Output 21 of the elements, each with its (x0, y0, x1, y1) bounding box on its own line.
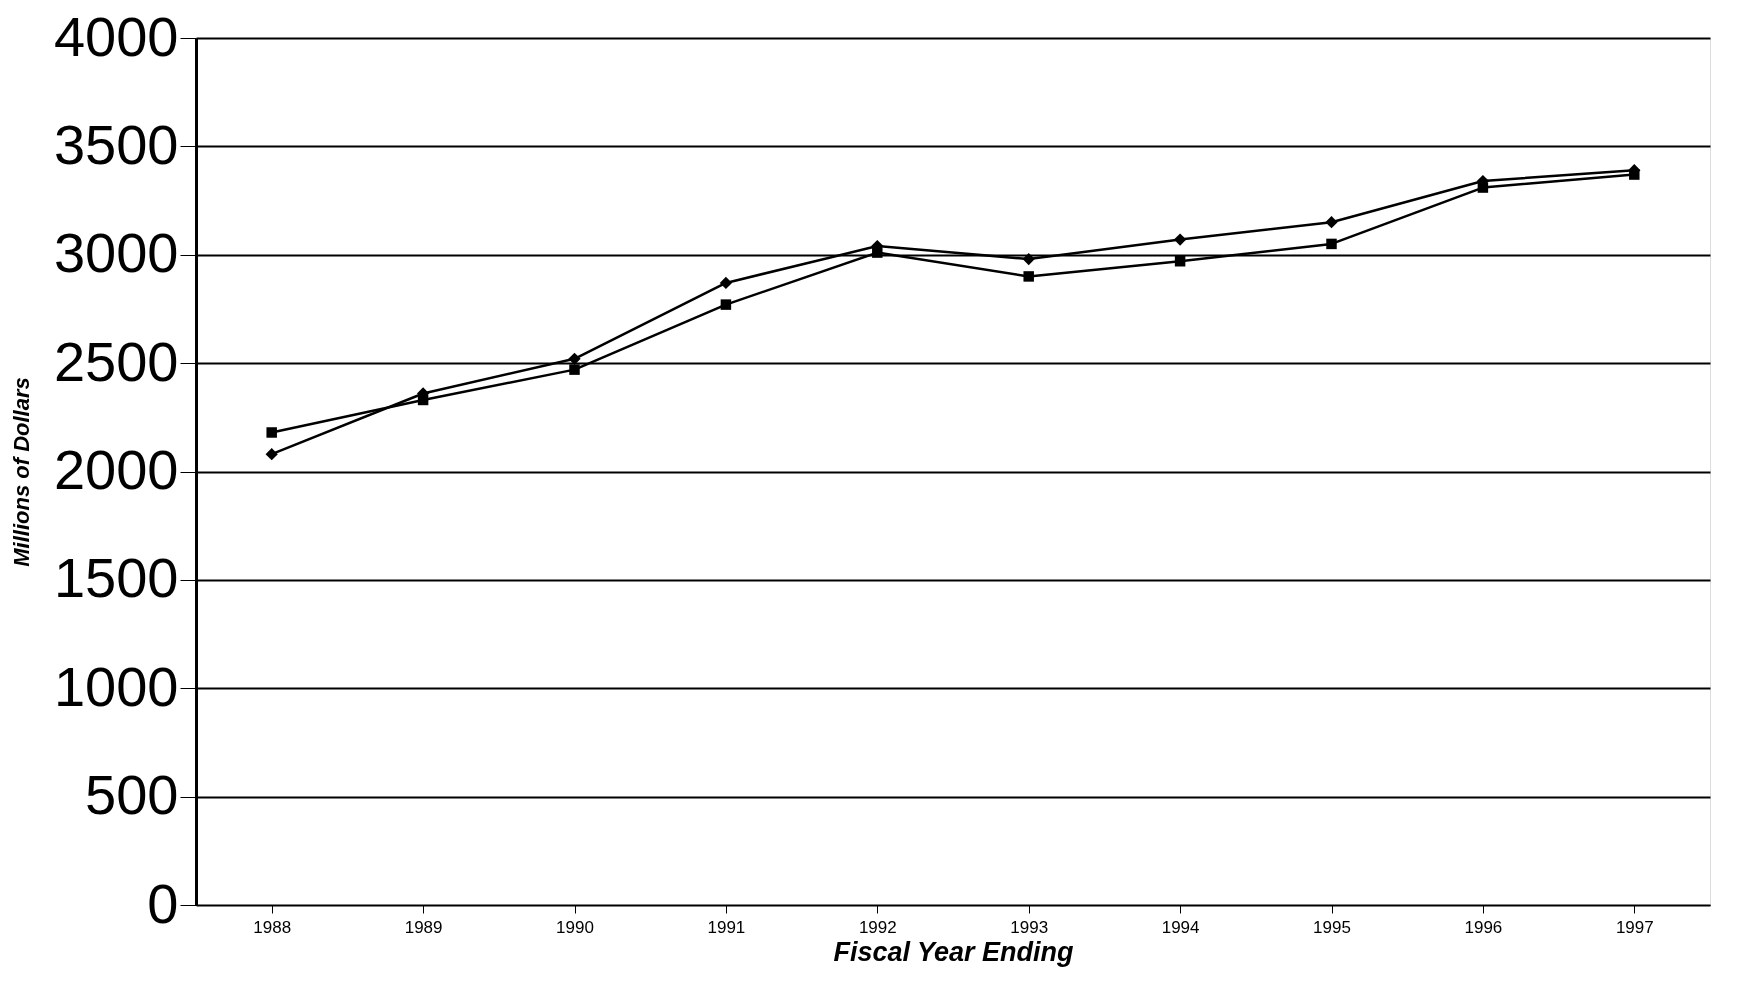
y-tick-label: 4000 (53, 4, 179, 68)
x-tick-label: 1994 (1161, 917, 1200, 937)
x-tick-label: 1997 (1615, 917, 1654, 937)
x-tick-label: 1990 (556, 917, 594, 937)
y-tick-label: 1500 (53, 546, 179, 610)
x-axis-title: Fiscal Year Ending (833, 936, 1075, 967)
y-axis-title: Millions of Dollars (8, 377, 34, 567)
x-tick-label: 1992 (858, 917, 897, 937)
x-tick-label: 1993 (1010, 917, 1049, 937)
y-tick-label: 3500 (53, 112, 179, 176)
y-tick-label: 0 (147, 871, 179, 935)
x-tick-label: 1988 (253, 917, 292, 937)
x-tick-label: 1995 (1313, 917, 1351, 937)
y-tick-label: 2500 (53, 329, 179, 393)
y-tick-label: 2000 (53, 438, 179, 501)
x-tick-label: 1991 (707, 917, 746, 937)
x-tick-label: 1989 (404, 917, 443, 937)
x-tick-label: 1996 (1464, 917, 1503, 937)
y-tick-label: 3000 (53, 221, 179, 285)
y-tick-label: 1000 (53, 654, 179, 718)
y-tick-label: 500 (85, 763, 179, 827)
